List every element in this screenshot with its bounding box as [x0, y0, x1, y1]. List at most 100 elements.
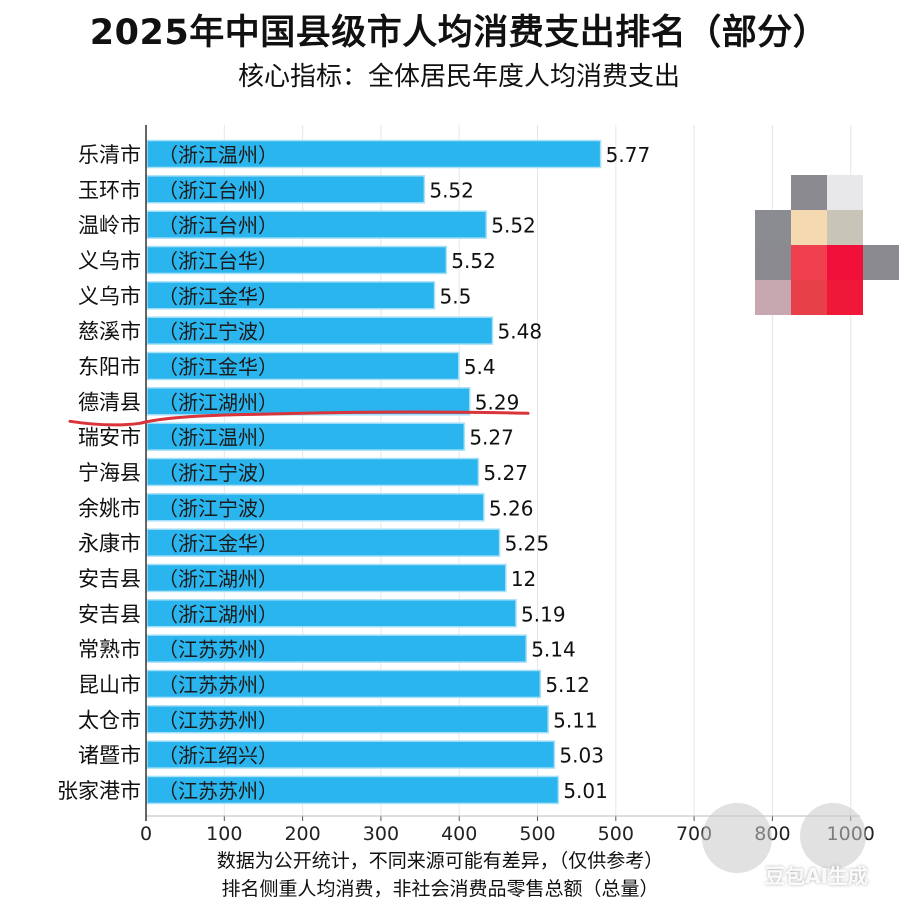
data-label: 5.29 [475, 390, 520, 414]
category-label: 常熟市 [78, 638, 141, 662]
x-tick-label: 400 [441, 823, 477, 845]
bar-inner-label: （浙江温州） [158, 143, 278, 167]
data-label: 5.11 [553, 708, 598, 732]
category-label: 余姚市 [78, 496, 141, 520]
data-label: 5.25 [505, 532, 550, 556]
bar [146, 245, 448, 275]
data-label: 5.52 [491, 214, 536, 238]
mosaic-cell [791, 280, 827, 315]
x-tick-label: 200 [284, 823, 320, 845]
bar [146, 669, 542, 699]
bar-inner-label: （浙江台华） [158, 249, 278, 273]
category-label: 德清县 [78, 390, 141, 414]
category-label: 玉环市 [78, 178, 141, 202]
mosaic-cell [755, 245, 791, 280]
category-label: 宁海县 [78, 461, 141, 485]
bar [146, 139, 602, 169]
category-label: 太仓市 [78, 708, 141, 732]
data-label: 5.48 [498, 320, 543, 344]
x-tick-label: 0 [140, 823, 152, 845]
bar [146, 387, 471, 416]
data-label: 5.26 [489, 496, 534, 520]
bar [146, 351, 460, 381]
bar-inner-label: （浙江湖州） [158, 567, 278, 591]
bar [146, 775, 560, 805]
bar-inner-label: （江苏苏州） [158, 708, 278, 732]
data-label: 5.5 [440, 284, 472, 308]
data-label: 5.12 [545, 673, 590, 697]
footnote-1: 数据为公开统计，不同来源可能有差异，（仅供参考） [216, 850, 664, 872]
bar [146, 599, 517, 628]
mosaic-cell [791, 210, 827, 245]
x-tick-label: 100 [206, 823, 242, 845]
category-label: 乐清市 [78, 143, 141, 167]
mosaic-cell [827, 280, 863, 315]
data-label: 5.19 [521, 602, 566, 626]
footnote-2: 排名侧重人均消费，非社会消费品零售总额（总量） [221, 878, 659, 900]
bar-inner-label: （浙江宁波） [158, 496, 278, 520]
bar-inner-label: （浙江宁波） [158, 461, 278, 485]
category-label: 义乌市 [78, 249, 141, 273]
bar-inner-label: （浙江湖州） [158, 390, 278, 414]
bar [146, 175, 426, 204]
mosaic-cell [827, 210, 863, 245]
data-label: 5.03 [559, 744, 604, 768]
watermark-scan-icon [702, 803, 772, 873]
bar-inner-label: （浙江金华） [158, 532, 278, 556]
bar [146, 281, 436, 310]
bar-inner-label: （浙江绍兴） [158, 744, 278, 768]
bar [146, 210, 488, 239]
bar-inner-label: （江苏苏州） [158, 638, 278, 662]
bar [146, 316, 494, 345]
data-label: 5.77 [606, 143, 651, 167]
data-label: 5.52 [429, 178, 474, 202]
x-tick-label: 500 [519, 823, 555, 845]
bar [146, 528, 501, 557]
category-label: 永康市 [78, 532, 141, 556]
category-label: 诸暨市 [78, 744, 141, 768]
mosaic-cell [827, 175, 863, 210]
data-label: 5.27 [469, 426, 514, 450]
mosaic-cell [791, 245, 827, 280]
bar [146, 422, 466, 451]
mosaic-cell [755, 280, 791, 315]
bar [146, 563, 507, 593]
mosaic-cell [791, 175, 827, 210]
data-label: 5.52 [451, 249, 496, 273]
bar-inner-label: （江苏苏州） [158, 673, 278, 697]
category-label: 瑞安市 [78, 426, 141, 450]
bar-inner-label: （浙江台州） [158, 214, 278, 238]
bar [146, 705, 549, 734]
data-label: 12 [511, 567, 536, 591]
bar [146, 740, 556, 769]
watermark: 豆包AI生成 [765, 864, 868, 888]
chart-title: 2025年中国县级市人均消费支出排名（部分） [89, 13, 829, 53]
category-label: 安吉县 [78, 602, 141, 626]
bar [146, 493, 485, 522]
mosaic-cell [863, 245, 899, 280]
mosaic-cell [827, 245, 863, 280]
bar-inner-label: （江苏苏州） [158, 779, 278, 803]
category-label: 安吉县 [78, 567, 141, 591]
data-label: 5.27 [483, 461, 528, 485]
chart-subtitle: 核心指标：全体居民年度人均消费支出 [237, 62, 680, 92]
bar-inner-label: （浙江金华） [158, 355, 278, 379]
category-label: 温岭市 [78, 214, 141, 238]
bar-inner-label: （浙江温州） [158, 426, 278, 450]
x-tick-label: 300 [363, 823, 399, 845]
data-label: 5.4 [464, 355, 496, 379]
watermark-pause-icon [800, 803, 866, 869]
bar-inner-label: （浙江宁波） [158, 320, 278, 344]
bar-inner-label: （浙江金华） [158, 284, 278, 308]
category-label: 东阳市 [78, 355, 141, 379]
category-label: 昆山市 [78, 673, 141, 697]
category-label: 义乌市 [78, 284, 141, 308]
bar-inner-label: （浙江台州） [158, 178, 278, 202]
data-label: 5.01 [563, 779, 608, 803]
highlight-underline [68, 410, 530, 427]
category-label: 张家港市 [57, 779, 141, 803]
x-tick-label: 500 [598, 823, 634, 845]
data-label: 5.14 [531, 638, 576, 662]
bar [146, 457, 480, 487]
